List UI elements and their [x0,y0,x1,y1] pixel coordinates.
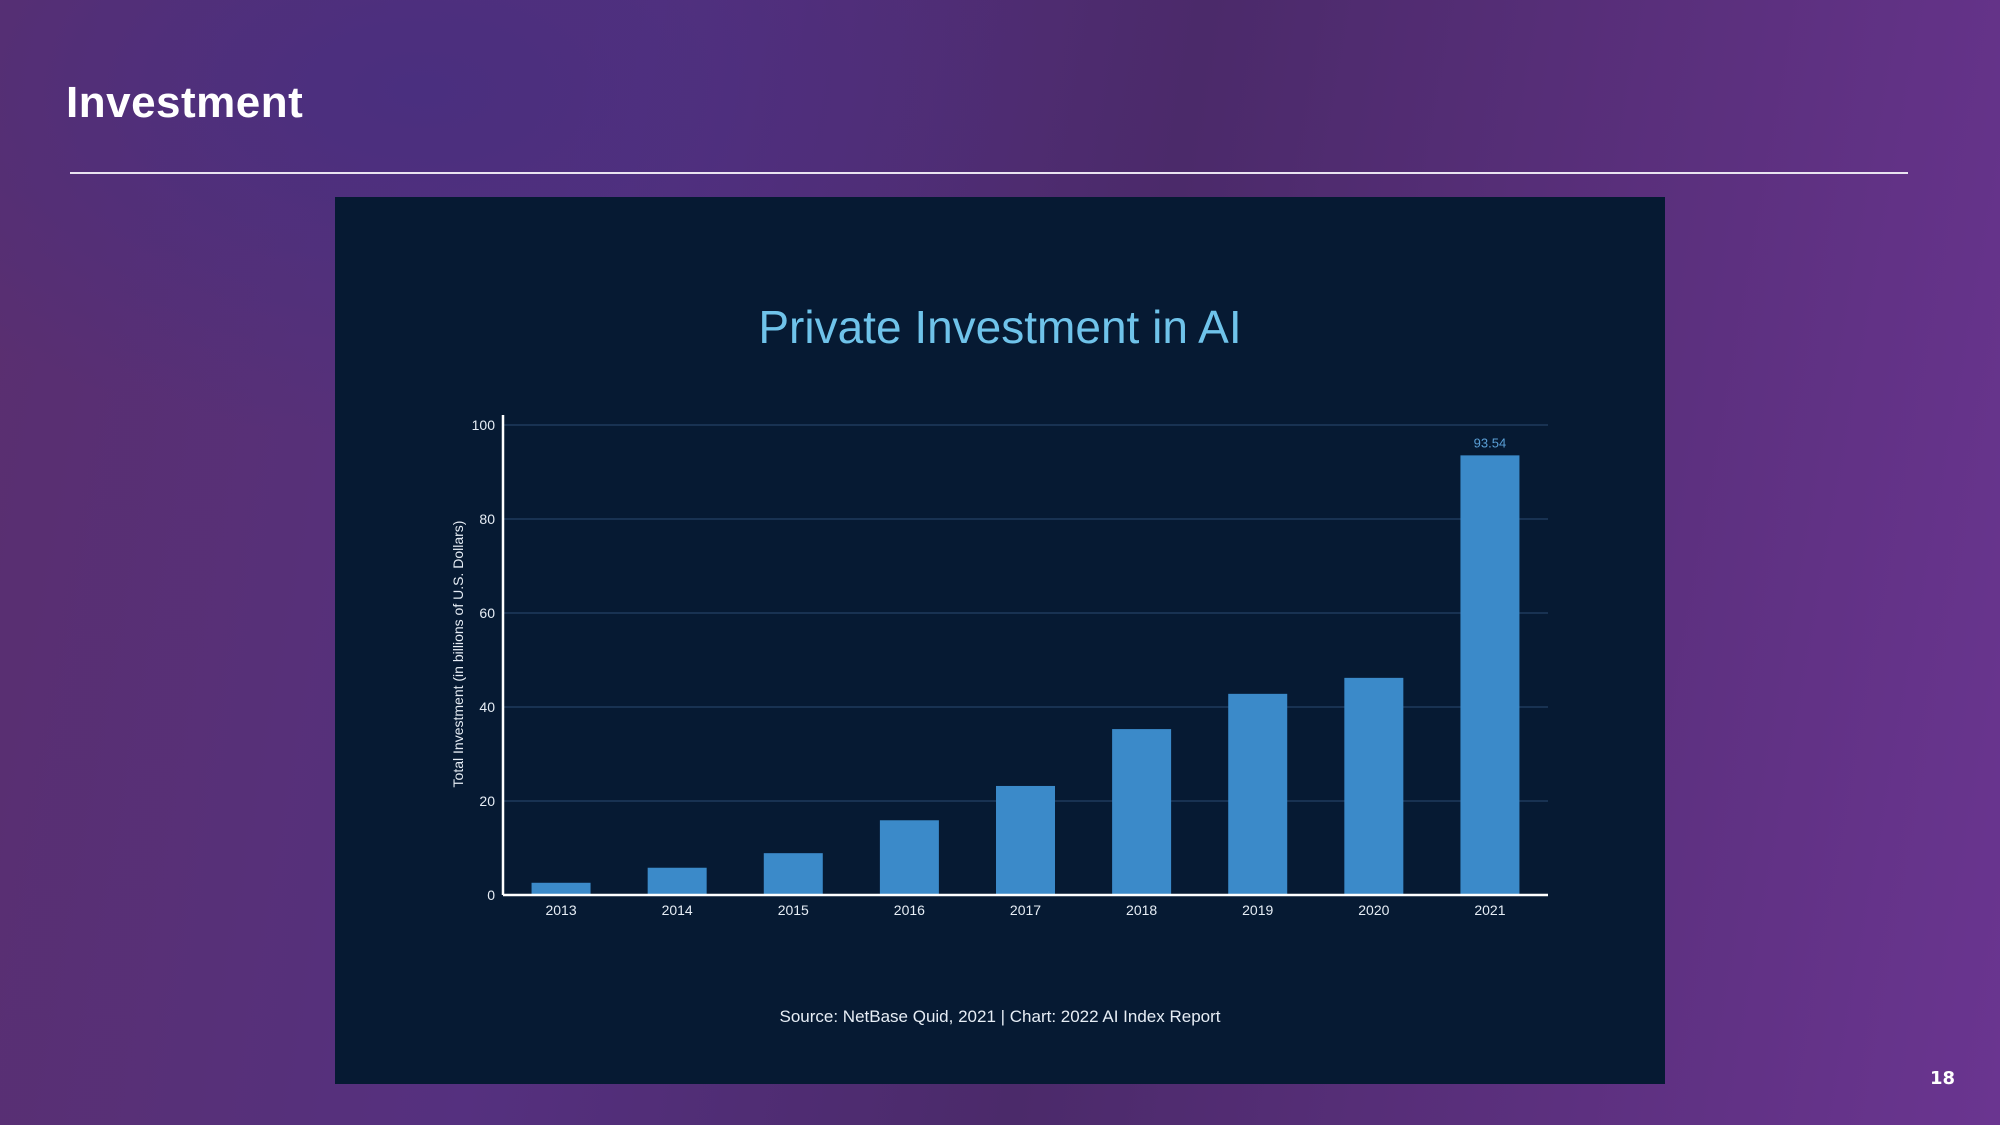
y-tick-label: 60 [479,605,495,621]
chart-panel: Private Investment in AI 0 20 40 60 80 100 201… [335,197,1665,1084]
bar [1112,729,1172,895]
bar [1344,677,1404,895]
bar [763,853,823,895]
bar [1460,455,1520,895]
source-note: Source: NetBase Quid, 2021 | Chart: 2022… [779,1007,1220,1026]
bars [531,455,1520,895]
x-tick-label: 2019 [1242,902,1273,918]
y-tick-label: 20 [479,793,495,809]
data-label: 93.54 [1474,435,1507,450]
y-axis-label: Total Investment (in billions of U.S. Do… [450,521,466,788]
x-tick-label: 2014 [662,902,693,918]
x-tick-label: 2021 [1474,902,1505,918]
page-number: 18 [1929,1068,1955,1089]
chart-title: Private Investment in AI [758,301,1241,353]
bar-chart: Private Investment in AI 0 20 40 60 80 100 201… [450,301,1548,1026]
bar [1228,693,1288,895]
bar [647,867,707,895]
title-divider [70,172,1908,174]
tick-labels: 0 20 40 60 80 100 2013 2014 2015 2016 2017 2018 2019… [472,417,1507,918]
axes [501,415,1548,897]
x-tick-label: 2016 [894,902,925,918]
y-tick-label: 100 [472,417,496,433]
x-tick-label: 2020 [1358,902,1389,918]
y-tick-label: 40 [479,699,495,715]
x-tick-label: 2013 [545,902,576,918]
x-tick-label: 2018 [1126,902,1157,918]
y-tick-label: 0 [487,887,495,903]
bar [879,820,939,895]
y-tick-label: 80 [479,511,495,527]
slide-title: Investment [66,78,304,127]
x-tick-label: 2017 [1010,902,1041,918]
bar [531,882,591,895]
x-tick-label: 2015 [778,902,809,918]
bar [996,785,1055,895]
